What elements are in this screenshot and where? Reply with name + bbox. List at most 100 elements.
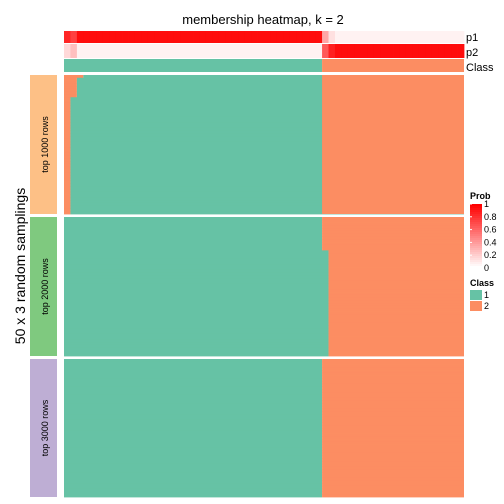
row-group-label: top 2000 rows bbox=[40, 258, 50, 315]
p1-annotation-label: p1 bbox=[466, 32, 478, 44]
heatmap-row-right-segment bbox=[70, 180, 464, 184]
heatmap-row-left-segment bbox=[64, 411, 323, 415]
prob-legend-gradient-step bbox=[470, 210, 482, 213]
heatmap-row-right-segment bbox=[328, 319, 464, 324]
heatmap-row-right-segment bbox=[70, 125, 464, 129]
heatmap-row-left-segment bbox=[64, 105, 71, 109]
p1-cell bbox=[167, 31, 175, 43]
heatmap-row-left-segment bbox=[64, 297, 329, 301]
heatmap-row-right-segment bbox=[322, 458, 464, 462]
heatmap-row-left-segment bbox=[64, 347, 329, 351]
p1-cell bbox=[225, 31, 233, 43]
heatmap-row-left-segment bbox=[64, 127, 71, 131]
p1-cell bbox=[115, 31, 123, 43]
p1-cell bbox=[380, 31, 387, 43]
heatmap-row-left-segment bbox=[64, 91, 77, 95]
heatmap-row-left-segment bbox=[64, 428, 323, 432]
p2-cell bbox=[76, 44, 84, 58]
heatmap-row-left-segment bbox=[64, 450, 323, 454]
heatmap-row-right-segment bbox=[70, 150, 464, 154]
heatmap-row-left-segment bbox=[64, 77, 77, 81]
heatmap-row-left-segment bbox=[64, 311, 329, 315]
heatmap-row-left-segment bbox=[64, 130, 71, 134]
p1-cell bbox=[89, 31, 97, 43]
p2-annotation-label: p2 bbox=[466, 47, 478, 59]
heatmap-row-left-segment bbox=[64, 336, 329, 340]
p2-cell bbox=[367, 44, 375, 58]
heatmap-row-right-segment bbox=[322, 397, 464, 401]
heatmap-row-right-segment bbox=[328, 344, 464, 349]
heatmap-row-right-segment bbox=[328, 325, 464, 329]
row-group-label: top 3000 rows bbox=[40, 399, 50, 456]
p2-cell bbox=[302, 44, 310, 58]
heatmap-row-left-segment bbox=[64, 474, 323, 479]
p1-cell bbox=[205, 31, 213, 43]
heatmap-row-right-segment bbox=[322, 219, 464, 223]
heatmap-row-left-segment bbox=[64, 463, 323, 468]
heatmap-row-right-segment bbox=[76, 88, 465, 93]
p2-cell bbox=[360, 44, 368, 58]
heatmap-row-right-segment bbox=[322, 375, 464, 379]
p1-cell bbox=[64, 31, 71, 43]
row-group-bar bbox=[30, 359, 57, 497]
p1-cell bbox=[367, 31, 375, 43]
heatmap-row-right-segment bbox=[70, 113, 464, 118]
heatmap-row-left-segment bbox=[64, 100, 71, 104]
heatmap-row-right-segment bbox=[328, 294, 464, 299]
heatmap-row-right-segment bbox=[70, 133, 464, 137]
heatmap-class2-block bbox=[322, 75, 464, 214]
p1-cell bbox=[360, 31, 368, 43]
heatmap-row-left-segment bbox=[64, 370, 323, 374]
heatmap-row-left-segment bbox=[64, 225, 323, 229]
heatmap-row-right-segment bbox=[328, 272, 464, 276]
heatmap-row-left-segment bbox=[64, 205, 71, 209]
prob-legend-gradient-step bbox=[470, 228, 482, 231]
heatmap-row-left-segment bbox=[64, 172, 71, 176]
heatmap-row-left-segment bbox=[64, 283, 329, 287]
prob-legend-gradient-step bbox=[470, 236, 482, 239]
heatmap-row-left-segment bbox=[64, 419, 323, 423]
heatmap-row-right-segment bbox=[328, 261, 464, 265]
class-legend-swatch bbox=[470, 301, 482, 311]
p1-cell bbox=[438, 31, 446, 43]
heatmap-row-right-segment bbox=[322, 436, 464, 440]
heatmap-row-left-segment bbox=[64, 230, 323, 235]
heatmap-row-right-segment bbox=[70, 119, 464, 123]
p1-cell bbox=[276, 31, 284, 43]
heatmap-row-right-segment bbox=[322, 416, 464, 421]
heatmap-row-left-segment bbox=[64, 308, 329, 312]
heatmap-row-right-segment bbox=[322, 450, 464, 454]
heatmap-row-left-segment bbox=[64, 163, 71, 168]
p1-cell bbox=[328, 31, 336, 43]
p1-cell bbox=[76, 31, 84, 43]
p1-cell bbox=[264, 31, 271, 43]
p1-cell bbox=[180, 31, 187, 43]
heatmap-row-right-segment bbox=[322, 236, 464, 240]
heatmap-row-left-segment bbox=[64, 436, 323, 440]
p1-cell bbox=[238, 31, 246, 43]
heatmap-row-right-segment bbox=[322, 422, 464, 426]
heatmap-row-right-segment bbox=[322, 441, 464, 445]
heatmap-row-right-segment bbox=[322, 439, 464, 443]
heatmap-row-right-segment bbox=[328, 330, 464, 335]
heatmap-row-left-segment bbox=[64, 488, 323, 492]
heatmap-row-left-segment bbox=[64, 122, 71, 126]
p2-cell bbox=[128, 44, 136, 58]
heatmap-row-left-segment bbox=[64, 233, 323, 237]
heatmap-row-right-segment bbox=[328, 253, 464, 257]
heatmap-row-right-segment bbox=[322, 222, 464, 226]
heatmap-row-left-segment bbox=[64, 86, 77, 90]
prob-legend-tick-label: 1 bbox=[484, 199, 489, 209]
prob-legend-gradient-step bbox=[470, 214, 482, 217]
heatmap-row-right-segment bbox=[76, 86, 465, 90]
heatmap-row-right-segment bbox=[322, 367, 464, 371]
heatmap-row-left-segment bbox=[64, 466, 323, 470]
heatmap-row-right-segment bbox=[322, 383, 464, 387]
heatmap-row-right-segment bbox=[76, 91, 465, 95]
heatmap-row-left-segment bbox=[64, 152, 71, 157]
heatmap-row-left-segment bbox=[64, 392, 323, 396]
heatmap-row-left-segment bbox=[64, 269, 329, 273]
heatmap-row-left-segment bbox=[64, 322, 329, 326]
prob-legend-gradient-step bbox=[470, 212, 482, 215]
y-axis-label: 50 x 3 random samplings bbox=[12, 188, 28, 344]
